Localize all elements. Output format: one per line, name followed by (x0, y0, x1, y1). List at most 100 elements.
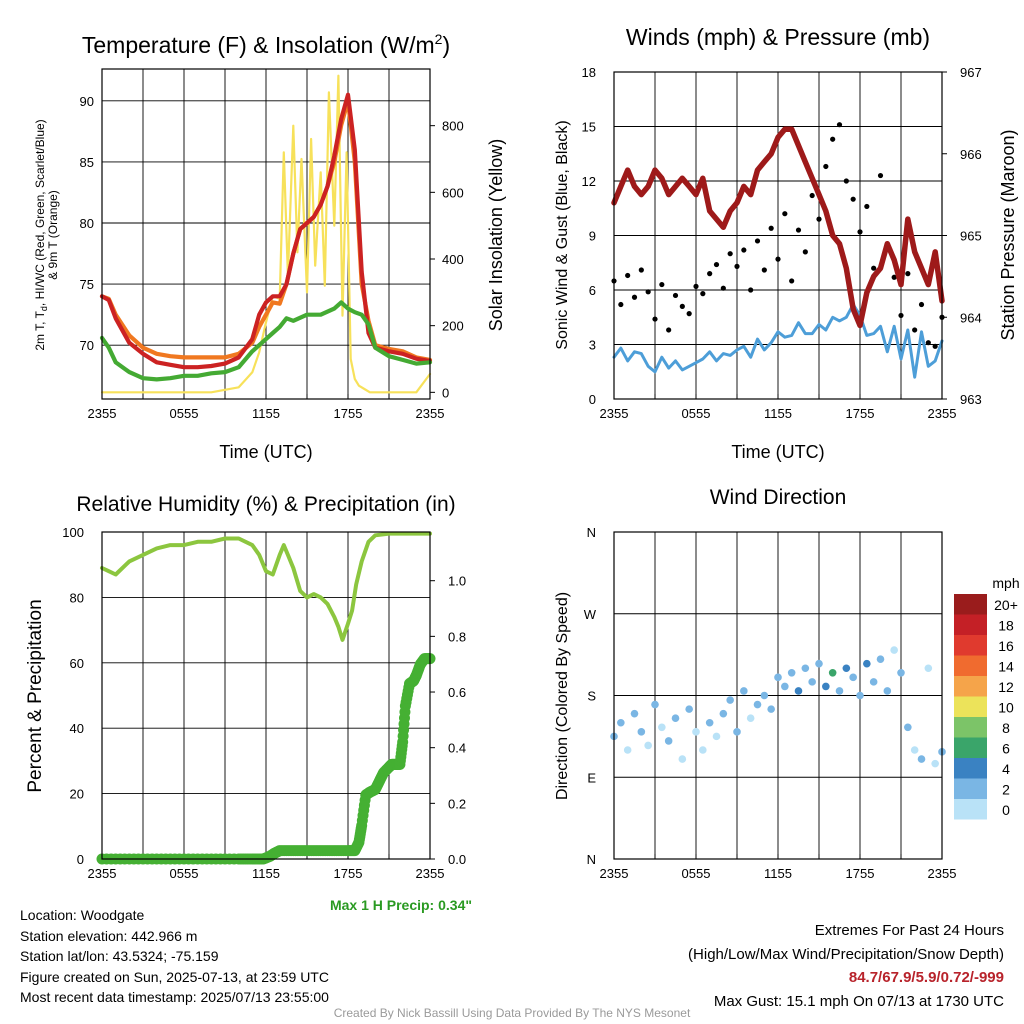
direction-point (726, 696, 734, 704)
humidity-ytick-right-label: 0.4 (448, 741, 466, 756)
gust-point (679, 303, 685, 309)
winds-ytick-label: 18 (582, 65, 596, 80)
gust-point (631, 294, 638, 300)
gust-point (795, 227, 802, 233)
gust-point (686, 311, 692, 317)
direction-xtick-label: 1155 (764, 866, 792, 881)
humidity-ytick-label: 100 (62, 525, 84, 540)
direction-point (863, 659, 871, 668)
legend-label: 2 (1002, 782, 1010, 798)
humidity-xtick-label: 0555 (170, 866, 199, 881)
gust-point (932, 343, 938, 349)
legend-swatch (954, 717, 987, 738)
direction-ytick-label: N (587, 852, 596, 867)
direction-point (869, 678, 878, 686)
gust-point (638, 267, 644, 273)
legend-swatch (954, 778, 987, 799)
humidity-ytick-right-label: 0.0 (448, 852, 466, 867)
humidity-ytick-label: 60 (70, 656, 84, 671)
gust-point (816, 216, 822, 222)
legend-swatch (954, 799, 987, 820)
direction-point (883, 687, 892, 695)
gust-point (782, 211, 788, 217)
figure-created: Figure created on Sun, 2025-07-13, at 23… (20, 968, 329, 985)
gust-point (830, 136, 836, 142)
direction-ytick-label: E (587, 770, 596, 785)
winds-xtick-label: 2355 (928, 406, 957, 421)
winds-title: Winds (mph) & Pressure (mb) (626, 24, 930, 50)
direction-point (617, 718, 625, 727)
winds-ytick-right-label: 967 (960, 65, 982, 80)
direction-point (787, 668, 796, 677)
direction-point (842, 664, 851, 673)
gust-point (652, 316, 658, 322)
station-info: Location: Woodgate Station elevation: 44… (20, 905, 329, 1008)
direction-point (904, 723, 912, 732)
direction-point (828, 668, 837, 677)
temperature-xtick-label: 1155 (252, 406, 280, 421)
station-latlon: Station lat/lon: 43.5324; -75.159 (20, 948, 219, 964)
direction-point (664, 737, 673, 745)
legend-label: 20+ (994, 597, 1018, 613)
direction-ytick-label: S (587, 689, 596, 704)
winds-xtick-label: 0555 (682, 406, 711, 421)
direction-ytick-label: N (587, 525, 596, 540)
winds-ytick-label: 6 (589, 283, 596, 298)
gust-point (843, 178, 849, 184)
legend-swatch (954, 758, 987, 779)
direction-xtick-label: 0555 (682, 866, 711, 881)
temperature-ylabel-line1: 2m T, Td, HI/WC (Red, Green, Scarlet/Blu… (33, 119, 49, 350)
legend-swatch (954, 614, 987, 635)
direction-point (623, 746, 632, 754)
humidity-ytick-label: 0 (77, 852, 84, 867)
direction-point (849, 673, 857, 682)
direction-point (917, 755, 926, 763)
temperature-ytick-label: 85 (80, 155, 94, 170)
gust-point (707, 271, 713, 277)
wind-speed-line (612, 303, 944, 379)
winds-ytick-right-label: 964 (960, 310, 982, 325)
direction-point (644, 741, 652, 750)
temperature-ytick-label: 75 (80, 277, 94, 292)
temperature-ytick-right-label: 400 (442, 252, 464, 267)
direction-point (699, 746, 707, 754)
direction-point (856, 691, 864, 700)
gust-point (871, 265, 877, 271)
direction-point (692, 728, 700, 736)
direction-point (658, 723, 666, 732)
temperature-ytick-label: 90 (80, 94, 94, 109)
temperature-ytick-right-label: 800 (442, 119, 464, 134)
winds-xtick-label: 2355 (600, 406, 629, 421)
direction-point (746, 714, 755, 723)
humidity-ytick-right-label: 0.6 (448, 685, 466, 700)
temperature-xtick-label: 1755 (334, 406, 363, 421)
gust-point (891, 274, 897, 280)
legend-label: 8 (1002, 720, 1010, 736)
winds-frame (613, 71, 943, 400)
extremes-values: 84.7/67.9/5.9/0.72/-999 (848, 969, 1004, 986)
winds-xtick-label: 1155 (764, 406, 792, 421)
legend-swatch (954, 737, 987, 758)
gust-point (809, 192, 815, 199)
temperature-ytick-right-label: 600 (442, 185, 464, 200)
gust-point (918, 301, 925, 308)
direction-point (712, 732, 721, 741)
gust-point (700, 291, 706, 297)
direction-point (822, 682, 830, 691)
direction-frame (613, 531, 943, 860)
max-gust: Max Gust: 15.1 mph On 07/13 at 1730 UTC (713, 992, 1004, 1010)
temperature-title: Temperature (F) & Insolation (W/m2) (82, 31, 450, 58)
direction-point (705, 718, 714, 727)
extremes-info: Extremes For Past 24 Hours (High/Low/Max… (688, 919, 1004, 1013)
direction-point (733, 728, 741, 736)
gust-point (618, 301, 624, 308)
rh-line (100, 531, 432, 642)
direction-point (781, 682, 789, 691)
gust-point (748, 287, 754, 293)
legend-swatch (954, 635, 987, 656)
humidity-ytick-right-label: 0.2 (448, 796, 466, 811)
winds-panel: Winds (mph) & Pressure (mb) Time (UTC) S… (554, 24, 1018, 462)
gust-point (823, 163, 829, 170)
temperature-frame (101, 68, 431, 400)
legend-swatch (954, 676, 987, 697)
